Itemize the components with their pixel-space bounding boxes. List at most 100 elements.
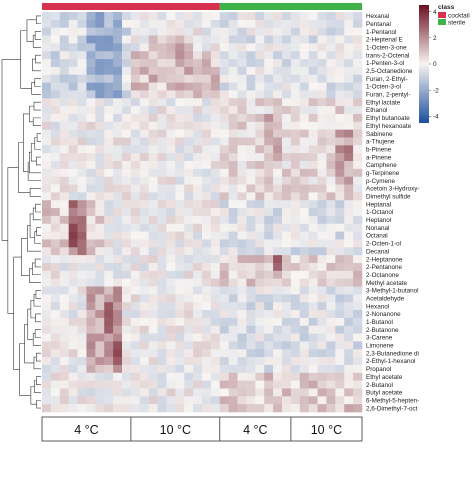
- dendrogram-branch: [24, 323, 34, 364]
- heatmap-cell: [148, 137, 158, 146]
- heatmap-cell: [148, 325, 158, 334]
- heatmap-cell: [184, 364, 194, 374]
- heatmap-cell: [184, 98, 194, 107]
- dendrogram-branch: [34, 231, 41, 244]
- heatmap-cell: [130, 349, 141, 358]
- heatmap-cell: [290, 161, 301, 170]
- heatmap-cell: [122, 121, 132, 130]
- heatmap-cell: [139, 294, 149, 303]
- heatmap-cell: [308, 349, 318, 358]
- heatmap-cell: [148, 310, 158, 319]
- heatmap-cell: [148, 239, 158, 248]
- heatmap-cell: [202, 396, 212, 405]
- heatmap-cell: [42, 176, 52, 185]
- heatmap-cell: [175, 27, 185, 36]
- heatmap-cell: [113, 310, 123, 319]
- heatmap-cell: [282, 349, 292, 358]
- heatmap-cell: [42, 262, 52, 272]
- heatmap-cell: [184, 66, 194, 76]
- heatmap-cell: [282, 192, 292, 201]
- heatmap-cell: [95, 239, 105, 248]
- heatmap-cell: [86, 310, 96, 319]
- heatmap-cell: [353, 98, 363, 107]
- heatmap-cell: [148, 317, 158, 327]
- heatmap-cell: [157, 129, 167, 138]
- heatmap-cell: [353, 302, 363, 311]
- heatmap-cell: [95, 341, 105, 350]
- heatmap-cell: [166, 278, 176, 287]
- heatmap-cell: [219, 341, 229, 350]
- heatmap-cell: [219, 82, 229, 91]
- heatmap-cell: [282, 184, 292, 193]
- heatmap-cell: [130, 51, 141, 60]
- group-label-boxes: 4 °C 10 °C 4 °C 10 °C: [41, 416, 363, 442]
- heatmap-cell: [308, 255, 318, 264]
- heatmap-cell: [255, 59, 265, 68]
- heatmap-cell: [237, 98, 247, 107]
- heatmap-cell: [157, 372, 167, 381]
- heatmap-cell: [86, 278, 96, 287]
- heatmap-cell: [308, 372, 318, 381]
- heatmap-cell: [290, 262, 301, 272]
- heatmap-cell: [264, 145, 274, 154]
- heatmap-cell: [157, 294, 167, 303]
- heatmap-cell: [157, 145, 167, 154]
- heatmap-cell: [113, 161, 123, 170]
- heatmap-cell: [335, 349, 345, 358]
- heatmap-cell: [157, 239, 167, 248]
- heatmap-cell: [317, 372, 327, 381]
- heatmap-cell: [326, 200, 336, 209]
- heatmap-cell: [353, 12, 363, 21]
- class-bar-sterile: [219, 3, 362, 10]
- heatmap-cell: [326, 51, 336, 60]
- heatmap-cell: [77, 145, 87, 154]
- heatmap-cell: [50, 113, 61, 123]
- heatmap-cell: [290, 27, 301, 36]
- heatmap-cell: [113, 231, 123, 240]
- heatmap-cell: [166, 129, 176, 138]
- heatmap-cell: [59, 396, 69, 405]
- heatmap-cell: [290, 325, 301, 334]
- heatmap-cell: [130, 43, 141, 52]
- heatmap-cell: [50, 184, 61, 193]
- heatmap-cell: [299, 255, 309, 264]
- heatmap-cell: [228, 341, 238, 350]
- dendrogram-branch: [36, 399, 41, 409]
- heatmap-cell: [202, 113, 212, 123]
- heatmap-cell: [86, 145, 96, 154]
- heatmap-cell: [139, 208, 149, 217]
- heatmap-cell: [210, 192, 221, 201]
- heatmap-cell: [50, 200, 61, 209]
- heatmap-cell: [95, 262, 105, 272]
- heatmap-cell: [86, 404, 96, 413]
- heatmap-cell: [113, 357, 123, 366]
- heatmap-cell: [95, 66, 105, 76]
- heatmap-cell: [335, 262, 345, 272]
- heatmap-cell: [255, 325, 265, 334]
- heatmap-cell: [228, 396, 238, 405]
- heatmap-cell: [166, 176, 176, 185]
- heatmap-cell: [148, 121, 158, 130]
- heatmap-cell: [290, 239, 301, 248]
- heatmap-cell: [202, 325, 212, 334]
- heatmap-cell: [130, 341, 141, 350]
- dendrogram-branch: [36, 376, 41, 385]
- heatmap-cell: [122, 310, 132, 319]
- heatmap-cell: [326, 59, 336, 68]
- heatmap-cell: [104, 27, 114, 36]
- heatmap-cell: [193, 372, 203, 381]
- heatmap-cell: [175, 278, 185, 287]
- heatmap-cell: [59, 325, 69, 334]
- heatmap-cell: [68, 59, 78, 68]
- heatmap-cell: [246, 317, 256, 327]
- heatmap-cell: [290, 184, 301, 193]
- heatmap-cell: [246, 129, 256, 138]
- heatmap-cell: [50, 380, 61, 389]
- heatmap-cell: [237, 176, 247, 185]
- heatmap-cell: [86, 168, 96, 177]
- heatmap-cell: [166, 231, 176, 240]
- heatmap-cell: [157, 270, 167, 279]
- heatmap-cell: [59, 215, 69, 225]
- heatmap-cell: [255, 372, 265, 381]
- heatmap-cell: [353, 239, 363, 248]
